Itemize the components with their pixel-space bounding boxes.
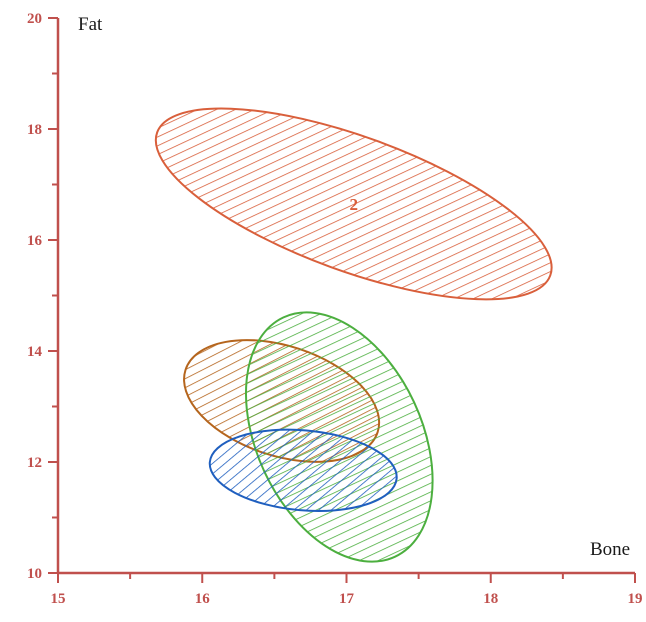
- x-tick-label: 17: [339, 591, 355, 607]
- ellipse-layer: [154, 107, 553, 563]
- label-layer: 2: [349, 195, 358, 214]
- x-axis-label: Bone: [590, 539, 630, 560]
- ellipse-label-1: 2: [349, 195, 358, 214]
- y-tick-label: 20: [27, 11, 42, 27]
- ellipse-1: [154, 107, 553, 301]
- y-tick-label: 10: [27, 566, 42, 582]
- ellipse-shape-1: [154, 107, 553, 301]
- y-tick-label: 16: [27, 233, 43, 249]
- y-tick-label: 12: [27, 455, 42, 471]
- axes: 15 16 17 18 19 10 12 14 16 18 20: [27, 11, 643, 607]
- y-tick-label: 18: [27, 122, 42, 138]
- x-tick-label: 18: [483, 591, 498, 607]
- x-tick-label: 16: [195, 591, 211, 607]
- y-axis-label: Fat: [78, 14, 103, 35]
- ellipse-shape-4: [208, 428, 398, 512]
- x-tick-label: 19: [628, 591, 643, 607]
- x-tick-label: 15: [51, 591, 66, 607]
- y-tick-label: 14: [27, 344, 43, 360]
- ellipse-4: [208, 428, 398, 512]
